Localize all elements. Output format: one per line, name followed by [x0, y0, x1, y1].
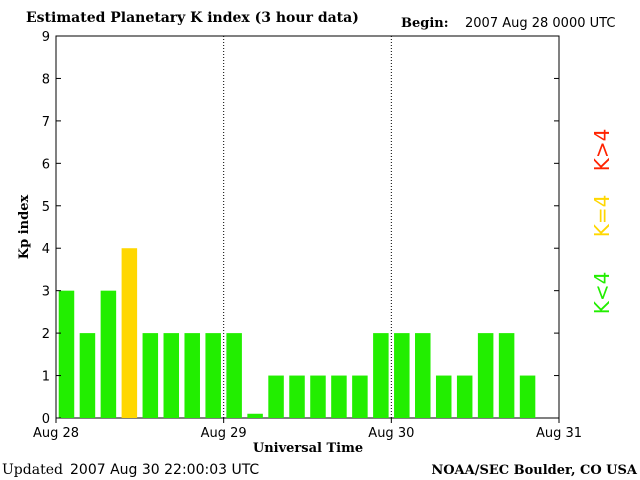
footer-updated-value: 2007 Aug 30 22:00:03 UTC — [70, 462, 259, 478]
y-tick-label: 8 — [42, 72, 50, 87]
kp-bar — [121, 248, 138, 418]
kp-bar — [58, 290, 75, 418]
footer-updated-label: Updated — [2, 462, 63, 478]
plot-frame — [55, 35, 560, 419]
kp-bar — [498, 333, 515, 418]
y-tick-label: 2 — [42, 327, 50, 342]
kp-bar — [394, 333, 410, 418]
x-axis-ticks: Aug 28 Aug 29 Aug 30 Aug 31 — [33, 418, 582, 441]
footer-source: NOAA/SEC Boulder, CO USA — [431, 463, 638, 478]
kp-bar — [184, 333, 200, 418]
y-tick-label: 1 — [42, 370, 50, 385]
kp-bar — [289, 375, 305, 418]
x-tick-label: Aug 30 — [368, 426, 414, 441]
kp-bar — [477, 333, 494, 418]
kp-bar — [415, 333, 431, 418]
begin-value: 2007 Aug 28 0000 UTC — [465, 16, 615, 31]
kp-bar — [519, 375, 536, 418]
x-tick-label: Aug 28 — [33, 426, 79, 441]
kp-bar — [142, 333, 159, 418]
y-tick-label: 4 — [42, 242, 50, 257]
y-tick-label: 0 — [42, 412, 50, 427]
kp-bar — [331, 375, 347, 418]
begin-label: Begin: — [401, 16, 449, 31]
kp-bar — [100, 290, 117, 418]
y-tick-label: 7 — [42, 115, 50, 130]
y-tick-label: 9 — [42, 30, 50, 45]
kp-bar — [79, 333, 96, 418]
kp-bar — [247, 413, 263, 418]
x-tick-label: Aug 29 — [201, 426, 247, 441]
plot-area: 0 1 2 3 4 5 6 7 8 9 Aug 28 Aug 29 Aug 30 Aug 31 — [33, 30, 582, 441]
x-axis-label: Universal Time — [253, 441, 363, 456]
y-tick-label: 5 — [42, 200, 50, 215]
kp-bar — [226, 333, 242, 418]
y-axis-label: Kp index — [17, 195, 32, 260]
y-tick-label: 6 — [42, 157, 50, 172]
kp-bar — [310, 375, 326, 418]
kp-bar — [163, 333, 180, 418]
legend-entry: K<4 — [590, 272, 614, 315]
kp-bar — [205, 333, 221, 418]
bar-series — [58, 248, 536, 418]
y-tick-label: 3 — [42, 285, 50, 300]
chart-title: Estimated Planetary K index (3 hour data… — [26, 10, 359, 26]
kp-bar — [268, 375, 284, 418]
x-tick-label: Aug 31 — [536, 426, 582, 441]
day-separators — [223, 36, 392, 418]
legend: K>4 K=4 K<4 — [590, 129, 614, 315]
legend-entry: K=4 — [590, 195, 614, 238]
y-axis-ticks: 0 1 2 3 4 5 6 7 8 9 — [42, 30, 559, 427]
kp-bar — [352, 375, 368, 418]
legend-entry: K>4 — [590, 129, 614, 172]
kp-bar — [373, 333, 389, 418]
kp-bar — [435, 375, 452, 418]
kp-bar — [456, 375, 473, 418]
